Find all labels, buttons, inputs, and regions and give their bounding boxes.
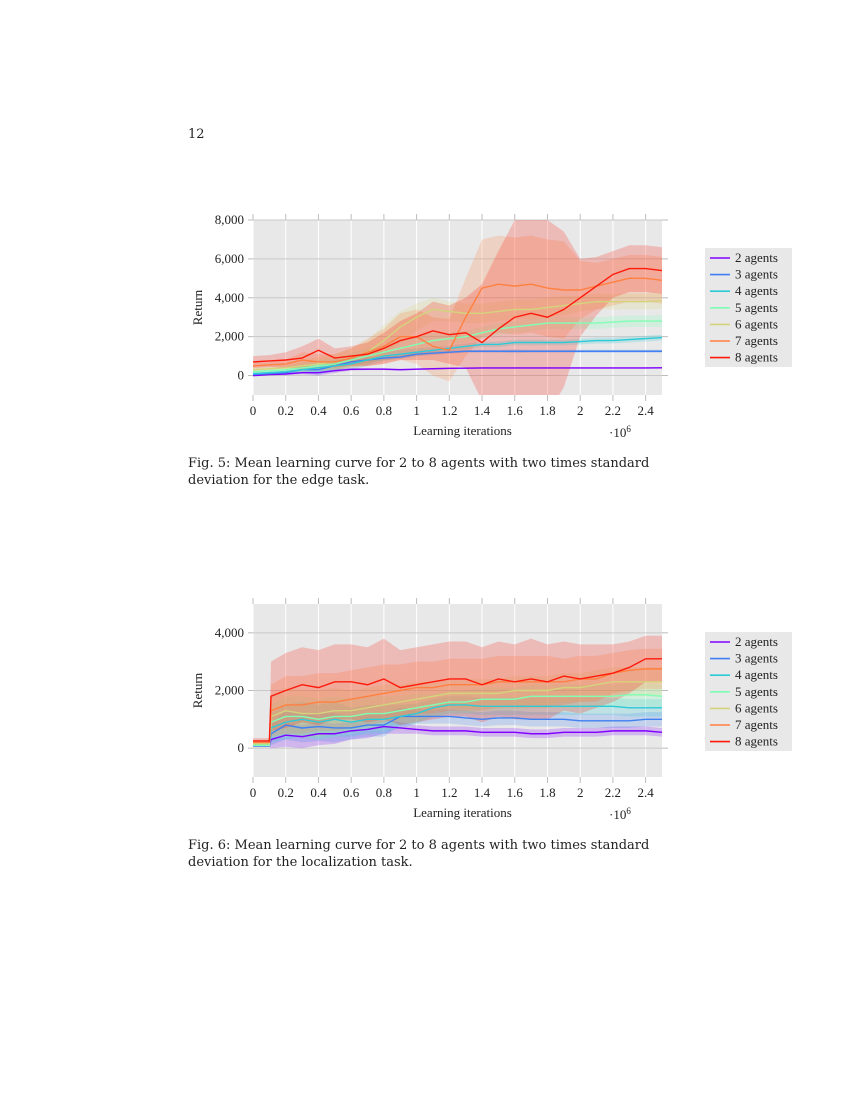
y-tick-label: 6,000 — [215, 251, 244, 266]
x-tick-label: 1.4 — [474, 785, 491, 800]
legend-label: 3 agents — [735, 267, 778, 282]
x-tick-label: 0 — [250, 785, 257, 800]
x-tick-label: 2.4 — [638, 785, 655, 800]
page-number: 12 — [188, 127, 205, 142]
y-tick-label: 0 — [238, 740, 245, 755]
series-line-6-agents — [253, 299, 662, 371]
figure-5-caption: Fig. 5: Mean learning curve for 2 to 8 a… — [188, 456, 650, 488]
std-band-4-agents — [253, 696, 662, 747]
x-tick-label: 0.4 — [310, 785, 327, 800]
legend-label: 6 agents — [735, 316, 778, 331]
std-band-8-agents — [253, 635, 662, 744]
x-tick-label: 0.8 — [376, 785, 392, 800]
x-tick-label: 0.2 — [278, 403, 294, 418]
x-scale-label: ·106 — [609, 424, 631, 440]
legend-label: 4 agents — [735, 667, 778, 682]
x-tick-label: 1.2 — [441, 785, 457, 800]
series-line-3-agents — [253, 350, 662, 376]
x-tick-label: 2.4 — [638, 403, 655, 418]
legend-label: 2 agents — [735, 634, 778, 649]
std-band-3-agents — [253, 707, 662, 748]
x-tick-label: 2 — [577, 403, 584, 418]
series-line-4-agents — [253, 336, 662, 375]
legend-label: 4 agents — [735, 283, 778, 298]
x-tick-label: 1.4 — [474, 403, 491, 418]
y-tick-label: 8,000 — [215, 212, 244, 227]
y-axis-label: Return — [190, 289, 205, 325]
std-band-7-agents — [253, 648, 662, 745]
x-axis-label: Learning iterations — [413, 805, 512, 820]
x-tick-label: 0.8 — [376, 403, 392, 418]
x-tick-label: 2.2 — [605, 785, 621, 800]
legend-label: 5 agents — [735, 300, 778, 315]
series-line-2-agents — [253, 367, 662, 377]
series-line-5-agents — [253, 694, 662, 746]
series-line-4-agents — [253, 704, 662, 746]
series-line-3-agents — [253, 715, 662, 747]
x-tick-label: 0.6 — [343, 785, 360, 800]
x-tick-label: 1.6 — [507, 403, 524, 418]
std-band-4-agents — [253, 334, 662, 376]
x-tick-label: 1 — [413, 403, 420, 418]
x-tick-label: 0.6 — [343, 403, 360, 418]
legend-label: 5 agents — [735, 684, 778, 699]
y-tick-label: 2,000 — [215, 329, 244, 344]
std-band-2-agents — [253, 719, 662, 749]
legend-label: 7 agents — [735, 333, 778, 348]
x-tick-label: 0.2 — [278, 785, 294, 800]
x-tick-label: 1.8 — [539, 785, 555, 800]
std-band-7-agents — [253, 235, 662, 382]
series-line-8-agents — [253, 267, 662, 363]
y-tick-label: 4,000 — [215, 290, 244, 305]
y-tick-label: 0 — [238, 368, 245, 383]
series-line-5-agents — [253, 320, 662, 373]
figure-6-caption: Fig. 6: Mean learning curve for 2 to 8 a… — [188, 838, 650, 870]
y-axis-label: Return — [190, 672, 205, 708]
x-scale-label: ·106 — [609, 806, 631, 822]
legend-label: 8 agents — [735, 734, 778, 749]
legend-label: 8 agents — [735, 350, 778, 365]
series-line-2-agents — [253, 725, 662, 747]
std-band-6-agents — [253, 292, 662, 372]
x-tick-label: 2.2 — [605, 403, 621, 418]
x-tick-label: 2 — [577, 785, 584, 800]
legend-label: 7 agents — [735, 717, 778, 732]
y-tick-label: 4,000 — [215, 625, 244, 640]
legend-label: 2 agents — [735, 250, 778, 265]
x-axis-label: Learning iterations — [413, 423, 512, 438]
std-band-6-agents — [253, 667, 662, 746]
x-tick-label: 0 — [250, 403, 257, 418]
x-tick-label: 1.8 — [539, 403, 555, 418]
x-tick-label: 1 — [413, 785, 420, 800]
legend-label: 6 agents — [735, 700, 778, 715]
series-line-7-agents — [253, 668, 662, 744]
series-line-8-agents — [253, 658, 662, 742]
y-tick-label: 2,000 — [215, 683, 244, 698]
legend-label: 3 agents — [735, 651, 778, 666]
series-line-6-agents — [253, 681, 662, 745]
x-tick-label: 1.6 — [507, 785, 524, 800]
x-tick-label: 0.4 — [310, 403, 327, 418]
x-tick-label: 1.2 — [441, 403, 457, 418]
